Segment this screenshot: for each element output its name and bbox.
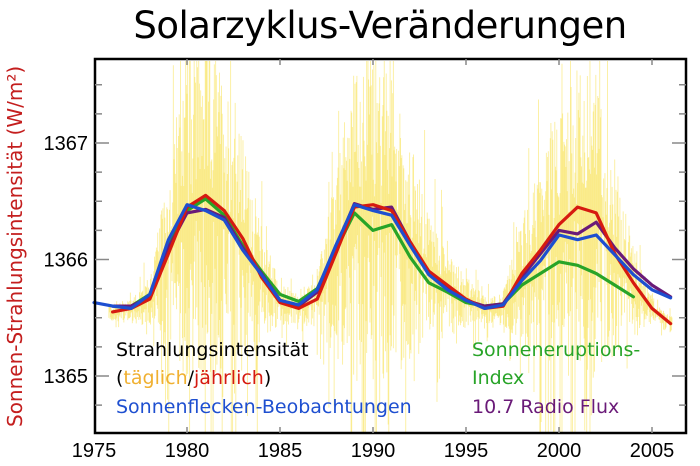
x-tick-label: 2000	[537, 440, 582, 462]
legend: Strahlungsintensität (täglich/jährlich) …	[116, 339, 640, 418]
legend-sunspot: Sonnenflecken-Beobachtungen	[116, 396, 412, 418]
x-tick-label: 1975	[72, 440, 117, 462]
legend-slash: /	[188, 367, 195, 389]
axes: 1365 1366 1367 1975 1980 1985 1990 1995 2000 2005	[44, 57, 688, 462]
sunspot-line	[92, 203, 673, 310]
x-tick-label: 1995	[444, 440, 489, 462]
legend-daily: täglich	[123, 367, 187, 389]
legend-flare-1: Sonneneruptions-	[472, 339, 640, 361]
flare-index-line	[129, 197, 635, 308]
legend-radio: 10.7 Radio Flux	[472, 396, 619, 418]
legend-irradiance: Strahlungsintensität	[116, 339, 309, 361]
annual-irradiance-line	[111, 193, 673, 326]
legend-annual: jährlich	[193, 367, 264, 389]
x-tick-label: 1980	[165, 440, 210, 462]
chart-title: Solarzyklus-Veränderungen	[133, 4, 627, 47]
series-lines	[92, 193, 673, 326]
legend-daily-annual: (täglich/jährlich)	[116, 367, 271, 389]
y-tick-label: 1365	[44, 366, 89, 388]
y-tick-label: 1367	[44, 133, 89, 155]
legend-paren-open: (	[116, 367, 123, 389]
x-tick-label: 2005	[630, 440, 675, 462]
legend-flare-2: Index	[472, 367, 524, 389]
x-tick-label: 1990	[351, 440, 396, 462]
y-tick-label: 1366	[44, 250, 89, 272]
plot-frame	[93, 57, 688, 435]
legend-paren-close: )	[264, 367, 271, 389]
x-tick-label: 1985	[258, 440, 303, 462]
